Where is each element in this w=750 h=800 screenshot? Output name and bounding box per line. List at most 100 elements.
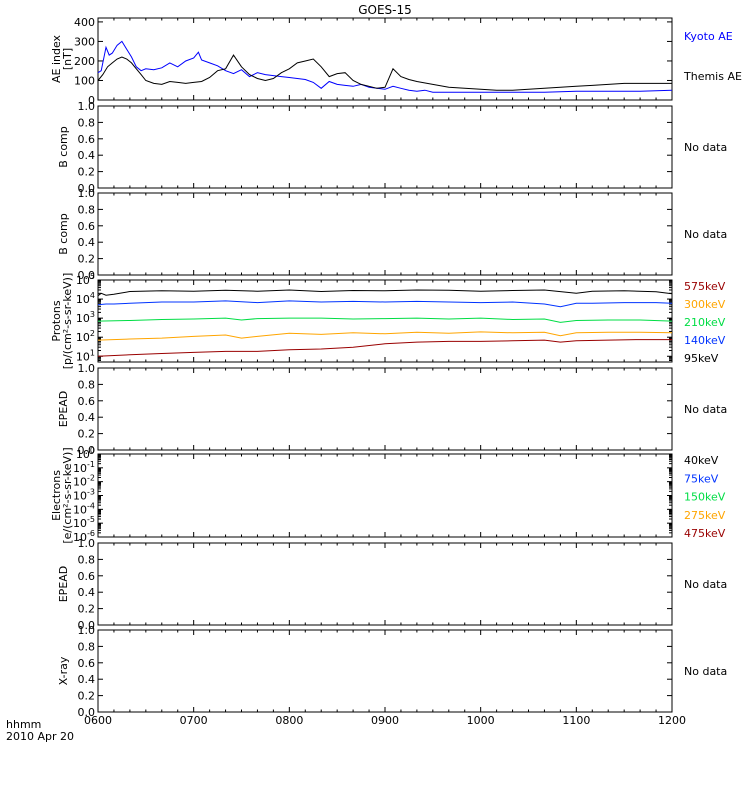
y-tick-label: 0.8 [78,203,96,216]
y-tick-label: 0.2 [78,603,96,616]
y-tick-label: 0.2 [78,428,96,441]
x-tick-label: 0600 [84,714,112,727]
y-tick-label: 1.0 [78,362,96,375]
series-line-575kev [97,339,672,357]
y-tick-label: 0.6 [78,395,96,408]
y-tick-label: 102 [76,329,95,344]
series-line-themis-ae [97,54,672,91]
y-tick-label: 0.2 [78,253,96,266]
y-tick-label: 105 [76,272,95,287]
panel-frame [97,542,673,626]
y-tick-label: 0.2 [78,166,96,179]
y-tick-label: 1.0 [78,187,96,200]
y-tick-label: 104 [76,291,95,306]
y-tick-label: 101 [76,348,95,363]
y-tick-label: 0.4 [78,673,96,686]
panel-epead2: 0.0 0.2 0.4 0.6 0.8 1.0 EPEAD No data [57,537,727,632]
panel-bcomp1: 0.0 0.2 0.4 0.6 0.8 1.0 B comp No data [57,100,727,195]
y-tick-label: 0.8 [78,378,96,391]
y-tick-label: 400 [74,16,95,29]
panel-frame [97,453,673,538]
y-tick-label: 0.0 [78,182,96,195]
date-label: 2010 Apr 20 [6,730,74,743]
panel-ae: 0 100 200 300 400 AE index[nT] Kyoto AE Themis … [50,16,742,107]
y-tick-label: 0.0 [78,706,96,719]
y-tick-label: 0.4 [78,149,96,162]
y-tick-label: 10-2 [73,474,95,489]
y-tick-label: 0.2 [78,690,96,703]
y-tick-label: 0.6 [78,133,96,146]
y-tick-label: 10-5 [73,515,95,530]
series-line-95kev [97,289,673,297]
y-axis-title: Electrons [50,470,63,521]
panel-bcomp2: 0.0 0.2 0.4 0.6 0.8 1.0 B comp No data [57,187,727,282]
y-tick-label: 0.4 [78,411,96,424]
x-tick-label: 0800 [275,714,303,727]
y-tick-label: 100 [74,74,95,87]
y-axis-title: Protons [50,300,63,341]
series-line-kyoto-ae [97,40,673,93]
plot-title: GOES-15 [358,3,412,17]
y-tick-label: 0.0 [78,444,96,457]
y-tick-label: 1.0 [78,624,96,637]
y-tick-label: 0.6 [78,570,96,583]
no-data-label: No data [684,228,727,241]
x-tick-label: 0700 [180,714,208,727]
legend-140kev: 140keV [684,334,726,347]
no-data-label: No data [684,403,727,416]
legend-75kev: 75keV [684,472,719,485]
y-tick-label: 0.4 [78,586,96,599]
y-axis-title: X-ray [57,656,70,685]
no-data-label: No data [684,665,727,678]
legend-210kev: 210keV [684,316,726,329]
y-tick-label: 0.0 [78,619,96,632]
y-axis-title: EPEAD [57,391,70,428]
legend-575kev: 575keV [684,280,726,293]
y-tick-label: 0.6 [78,220,96,233]
y-tick-label: 0.8 [78,640,96,653]
series-line-210kev [97,317,673,323]
x-tick-label: 1200 [658,714,686,727]
panel-frame [97,367,673,451]
x-tick-label: 1000 [467,714,495,727]
y-axis-units: [nT] [61,48,74,70]
legend-300kev: 300keV [684,298,726,311]
legend-95kev: 95keV [684,352,719,365]
y-tick-label: 10-3 [73,488,95,503]
no-data-label: No data [684,578,727,591]
y-tick-label: 1.0 [78,537,96,550]
no-data-label: No data [684,141,727,154]
panel-frame [97,629,673,713]
series-line-300kev [97,331,673,341]
y-tick-label: 10-1 [73,460,95,475]
y-tick-label: 0.8 [78,553,96,566]
time-axis-label: hhmm [6,718,41,731]
y-tick-label: 103 [76,310,95,325]
legend-275kev: 275keV [684,509,726,522]
x-tick-label: 0900 [371,714,399,727]
y-tick-label: 0.0 [78,269,96,282]
panel-frame [97,105,673,189]
legend-475kev: 475keV [684,527,726,540]
y-tick-label: 0 [88,94,95,107]
y-tick-label: 10-4 [73,501,95,516]
x-tick-label: 1100 [562,714,590,727]
legend-themis-ae: Themis AE [683,70,742,83]
y-tick-label: 0.6 [78,657,96,670]
y-tick-label: 0.8 [78,116,96,129]
y-axis-units: [p/(cm²-s-sr-keV)] [61,273,74,370]
y-axis-title: B comp [57,126,70,168]
y-tick-label: 1.0 [78,100,96,113]
panels: 0 100 200 300 400 AE index[nT] Kyoto AE Themis … [50,16,742,727]
y-tick-label: 100 [76,446,95,461]
panel-xray: 0.0 0.2 0.4 0.6 0.8 1.0 X-ray No data [57,624,727,719]
panel-epead1: 0.0 0.2 0.4 0.6 0.8 1.0 EPEAD No data [57,362,727,457]
y-tick-label: 0.4 [78,236,96,249]
y-axis-units: [e/(cm²-s-sr-keV)] [61,447,74,543]
legend-150kev: 150keV [684,491,726,504]
legend-kyoto-ae: Kyoto AE [684,30,733,43]
panel-frame [97,192,673,276]
legend-40kev: 40keV [684,454,719,467]
